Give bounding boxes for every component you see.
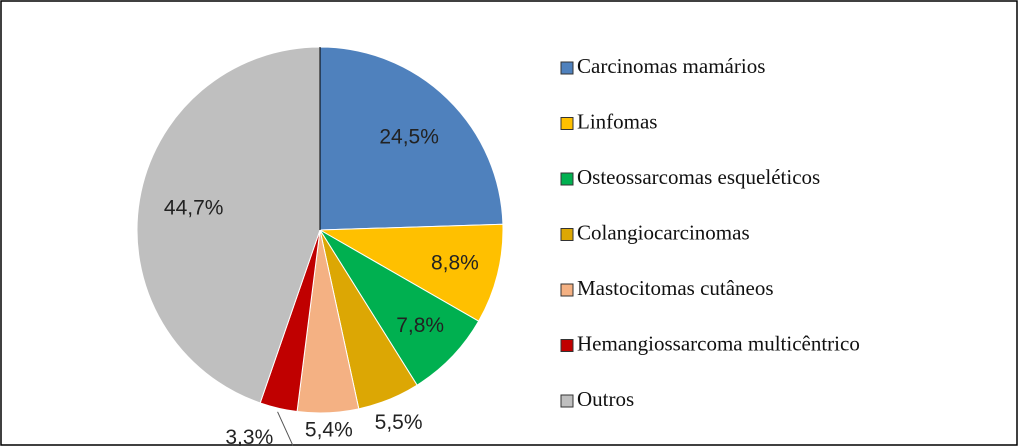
legend-label: Colangiocarcinomas [577,220,750,244]
legend-label: Linfomas [577,109,657,133]
data-label: 8,8% [431,251,479,274]
legend-swatch [560,61,574,75]
data-label: 44,7% [164,196,224,219]
pie-slice [136,46,321,404]
pie-slice [319,46,504,231]
legend-label: Outros [577,387,634,411]
pie-slice [318,223,504,322]
legend-swatch [560,339,574,352]
legend-label: Hemangiossarcoma multicêntrico [577,331,860,355]
legend-swatch [560,394,574,408]
data-label: 5,4% [305,419,353,442]
legend-swatch [560,283,574,297]
legend-label: Carcinomas mamários [577,54,765,78]
legend-swatch [560,117,574,130]
data-label: 5,5% [375,411,423,434]
legend-label: Mastocitomas cutâneos [577,276,774,300]
legend-swatch [560,172,574,186]
data-label: 7,8% [396,314,444,337]
data-label: 3,3% [225,426,273,446]
legend-label: Osteossarcomas esqueléticos [577,165,820,189]
data-label: 24,5% [379,126,439,149]
legend-swatch [560,228,574,241]
leader-line [277,411,294,446]
